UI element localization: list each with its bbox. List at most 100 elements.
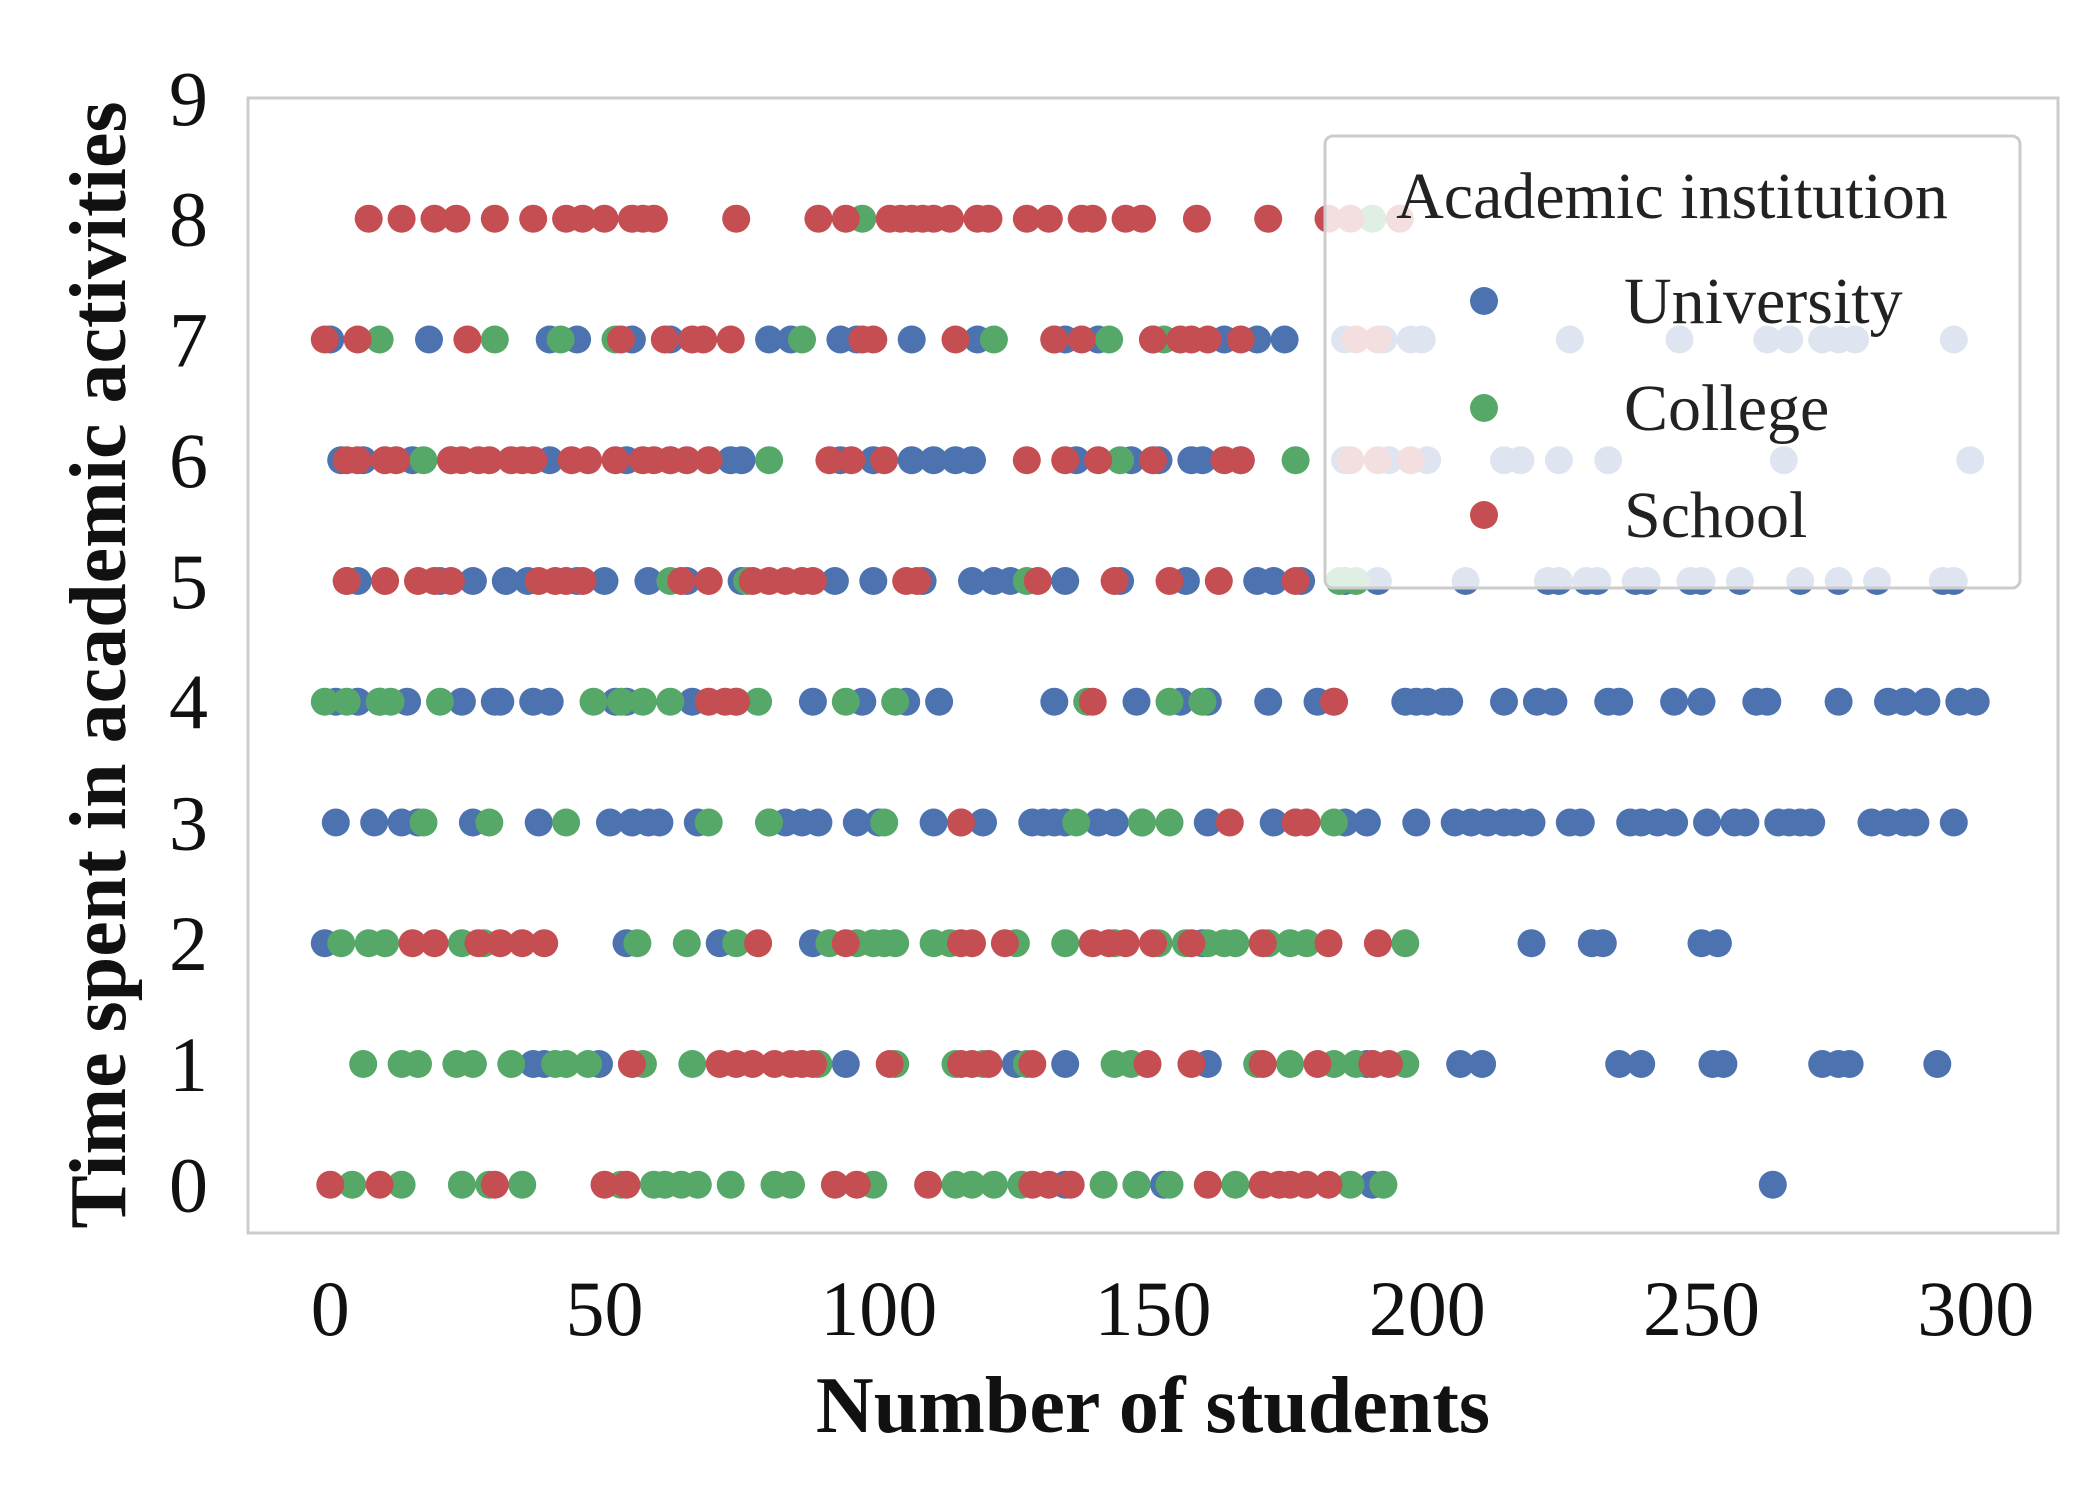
point-university-74 bbox=[958, 567, 986, 595]
point-college-31 bbox=[881, 687, 910, 716]
point-school-106 bbox=[1204, 567, 1233, 595]
point-school-3 bbox=[442, 204, 471, 233]
point-school-51 bbox=[1226, 325, 1255, 354]
point-university-106 bbox=[486, 687, 515, 716]
point-university-195 bbox=[1797, 808, 1826, 837]
point-university-163 bbox=[969, 808, 997, 837]
legend-marker-college bbox=[1470, 394, 1498, 422]
point-college-4 bbox=[546, 325, 575, 354]
point-school-24 bbox=[1034, 204, 1063, 233]
point-school-30 bbox=[1254, 204, 1283, 233]
point-university-210 bbox=[1703, 929, 1732, 958]
point-college-30 bbox=[831, 687, 860, 716]
point-college-112 bbox=[979, 1170, 1008, 1199]
point-university-219 bbox=[1446, 1050, 1475, 1078]
point-college-96 bbox=[338, 1170, 367, 1199]
point-school-160 bbox=[820, 1170, 849, 1199]
point-school-35 bbox=[343, 325, 372, 354]
point-school-103 bbox=[1023, 567, 1052, 595]
point-school-11 bbox=[639, 204, 668, 233]
point-school-166 bbox=[1193, 1170, 1222, 1199]
point-school-55 bbox=[343, 446, 372, 475]
point-university-39 bbox=[727, 446, 756, 475]
point-university-159 bbox=[842, 808, 871, 837]
point-college-26 bbox=[607, 687, 635, 716]
point-school-67 bbox=[601, 446, 630, 475]
point-university-172 bbox=[1259, 808, 1288, 837]
y-tick-label-5: 5 bbox=[169, 538, 208, 625]
point-school-154 bbox=[1374, 1050, 1403, 1078]
point-college-115 bbox=[1122, 1170, 1151, 1199]
point-school-150 bbox=[1177, 1050, 1206, 1078]
point-university-199 bbox=[1901, 808, 1930, 837]
point-school-38 bbox=[650, 325, 679, 354]
point-school-46 bbox=[1067, 325, 1096, 354]
x-tick-label-100: 100 bbox=[820, 1265, 937, 1352]
point-school-26 bbox=[1078, 204, 1107, 233]
point-university-133 bbox=[1605, 687, 1634, 716]
y-tick-label-8: 8 bbox=[169, 176, 208, 263]
y-tick-label-9: 9 bbox=[169, 55, 208, 142]
point-school-110 bbox=[722, 687, 751, 716]
point-school-100 bbox=[798, 567, 827, 595]
point-university-175 bbox=[1352, 808, 1381, 837]
point-college-21 bbox=[332, 687, 361, 716]
x-tick-label-200: 200 bbox=[1369, 1265, 1486, 1352]
point-school-113 bbox=[947, 808, 975, 837]
point-college-43 bbox=[1155, 808, 1184, 837]
point-school-156 bbox=[365, 1170, 394, 1199]
point-university-118 bbox=[1122, 687, 1151, 716]
point-university-10 bbox=[897, 325, 926, 354]
point-university-200 bbox=[1939, 808, 1968, 837]
point-school-8 bbox=[590, 204, 619, 233]
point-school-157 bbox=[480, 1170, 509, 1199]
point-college-20 bbox=[310, 687, 339, 716]
point-college-74 bbox=[404, 1050, 432, 1078]
point-university-68 bbox=[634, 567, 663, 595]
point-school-124 bbox=[831, 929, 860, 958]
point-school-104 bbox=[1100, 567, 1129, 595]
x-tick-label-150: 150 bbox=[1095, 1265, 1212, 1352]
point-school-159 bbox=[612, 1170, 641, 1199]
point-school-2 bbox=[420, 204, 449, 233]
point-school-130 bbox=[1111, 929, 1140, 958]
point-school-73 bbox=[815, 446, 844, 475]
point-college-25 bbox=[579, 687, 608, 716]
point-college-91 bbox=[1276, 1050, 1305, 1078]
point-school-43 bbox=[859, 325, 888, 354]
point-school-162 bbox=[914, 1170, 943, 1199]
y-tick-label-6: 6 bbox=[169, 417, 208, 504]
point-school-86 bbox=[371, 567, 400, 595]
point-college-10 bbox=[409, 446, 438, 475]
point-college-111 bbox=[958, 1170, 986, 1199]
point-university-138 bbox=[1824, 687, 1853, 716]
point-school-158 bbox=[590, 1170, 619, 1199]
point-school-50 bbox=[1193, 325, 1222, 354]
point-school-135 bbox=[1363, 929, 1392, 958]
point-university-182 bbox=[1517, 808, 1546, 837]
point-university-140 bbox=[1890, 687, 1919, 716]
point-university-128 bbox=[1435, 687, 1464, 716]
point-school-120 bbox=[486, 929, 515, 958]
point-school-74 bbox=[837, 446, 866, 475]
point-school-127 bbox=[990, 929, 1019, 958]
point-school-134 bbox=[1314, 929, 1343, 958]
point-college-7 bbox=[979, 325, 1008, 354]
y-tick-label-4: 4 bbox=[169, 659, 208, 746]
point-college-117 bbox=[1221, 1170, 1250, 1199]
point-school-13 bbox=[804, 204, 833, 233]
point-college-33 bbox=[1155, 687, 1184, 716]
x-tick-labels: 0 50 100 150 200 250 300 bbox=[311, 1265, 2034, 1352]
point-school-40 bbox=[689, 325, 718, 354]
point-school-93 bbox=[568, 567, 597, 595]
point-university-135 bbox=[1687, 687, 1716, 716]
point-university-169 bbox=[1100, 808, 1129, 837]
point-university-214 bbox=[831, 1050, 860, 1078]
point-school-94 bbox=[667, 567, 696, 595]
point-school-165 bbox=[1056, 1170, 1085, 1199]
point-college-108 bbox=[777, 1170, 805, 1199]
point-university-233 bbox=[1758, 1170, 1787, 1199]
point-school-170 bbox=[1292, 1170, 1321, 1199]
point-school-133 bbox=[1248, 929, 1277, 958]
y-tick-label-0: 0 bbox=[169, 1142, 208, 1229]
